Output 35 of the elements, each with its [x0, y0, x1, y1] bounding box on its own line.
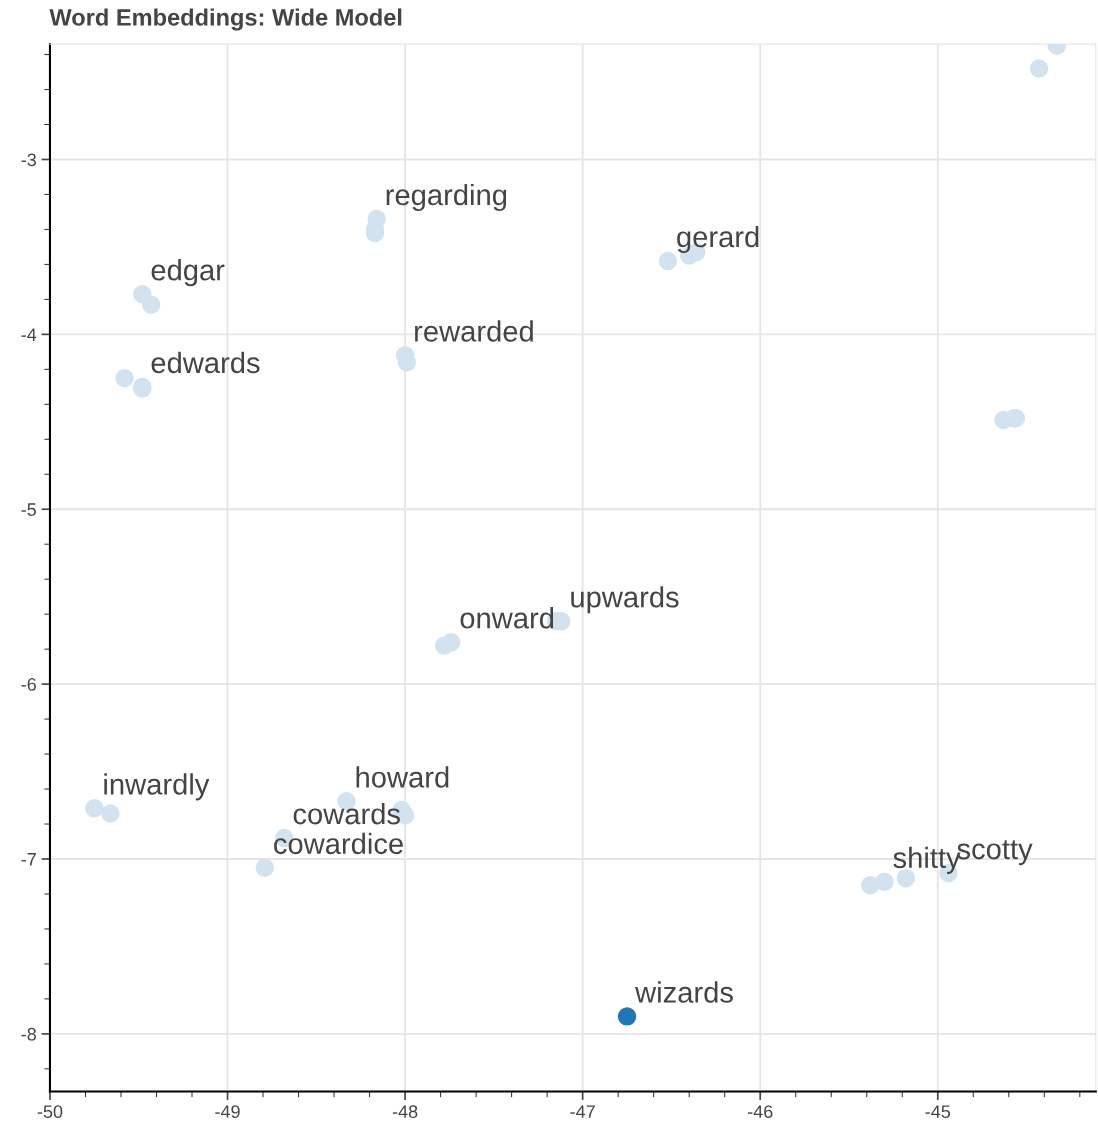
- annotation: gerard: [677, 225, 759, 254]
- annotation: edgar: [151, 259, 225, 287]
- annotation: howard: [356, 766, 449, 788]
- chart-title: Word Embeddings: Wide Model: [49, 8, 402, 31]
- x-tick-label: -49: [215, 1105, 240, 1119]
- x-tick-label: -45: [925, 1105, 951, 1119]
- y-tick-label: -8: [21, 1027, 36, 1041]
- point: [85, 799, 104, 818]
- y-tick-label: -5: [21, 503, 37, 516]
- annotation: upwards: [571, 586, 679, 614]
- point: [658, 251, 678, 271]
- annotation: wizards: [635, 981, 733, 1003]
- annotation: rewarded: [415, 320, 533, 342]
- point: [101, 804, 120, 823]
- point: [141, 295, 161, 314]
- annotation: regarding: [386, 183, 507, 212]
- annotation: inwardly: [104, 773, 210, 801]
- point: [617, 1007, 637, 1026]
- point: [1029, 59, 1049, 78]
- point: [875, 872, 894, 891]
- annotation: edwards: [151, 351, 260, 374]
- annotation: cowardice: [274, 832, 403, 855]
- annotation: cowards: [293, 802, 400, 825]
- point: [442, 632, 461, 652]
- point: [255, 858, 275, 877]
- x-tick-label: -48: [392, 1105, 418, 1119]
- x-tick-label: -46: [747, 1105, 773, 1119]
- x-tick-label: -47: [570, 1105, 595, 1118]
- annotation: onward: [460, 607, 554, 629]
- y-tick-label: -3: [21, 153, 36, 167]
- point: [115, 368, 134, 388]
- y-tick-label: -6: [21, 678, 36, 691]
- x-tick-label: -50: [37, 1105, 63, 1119]
- y-tick-label: -4: [21, 328, 37, 341]
- y-tick-label: -7: [21, 853, 36, 866]
